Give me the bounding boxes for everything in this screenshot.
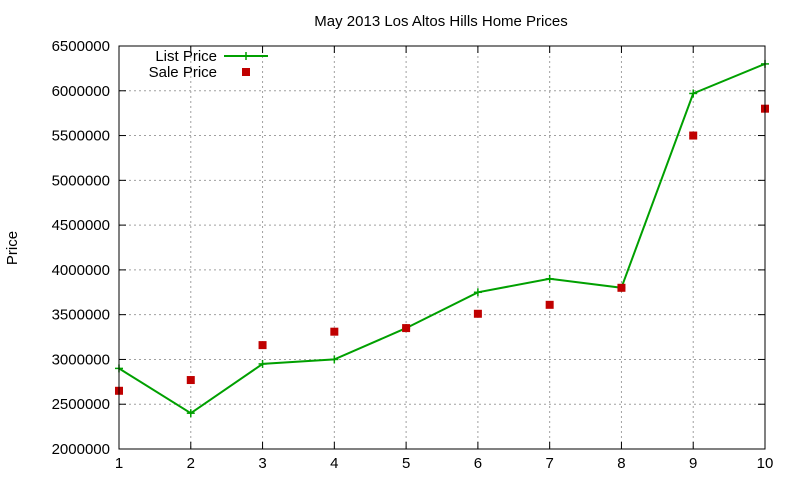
plot-area [115,59,769,418]
y-tick-label: 2500000 [52,396,110,413]
chart-title: May 2013 Los Altos Hills Home Prices [314,13,567,30]
sale-price-point [258,341,267,350]
x-tick-label: 9 [689,455,697,472]
legend-swatch-marker [242,68,250,76]
list-price-point [689,89,698,98]
y-tick-label: 2000000 [52,441,110,458]
y-tick-label: 5000000 [52,172,110,189]
sale-price-point [689,131,698,140]
x-tick-label: 4 [330,455,338,472]
legend-label: Sale Price [149,64,217,81]
y-tick-label: 4000000 [52,262,110,279]
y-tick-label: 3000000 [52,351,110,368]
plot-frame [118,45,766,450]
x-tick-label: 6 [474,455,482,472]
y-tick-label: 4500000 [52,217,110,234]
sale-price-point [545,300,554,309]
sale-price-point [473,309,482,318]
sale-price-point [186,376,195,385]
y-tick-label: 5500000 [52,128,110,145]
x-tick-label: 7 [545,455,553,472]
y-tick-label: 3500000 [52,307,110,324]
list-price-point [258,359,267,368]
y-axis-label: Price [4,231,21,265]
legend-label: List Price [155,48,217,65]
series-line-list-price [118,62,766,415]
x-tick-label: 2 [187,455,195,472]
legend-swatch-marker [242,52,250,60]
x-tick-label: 8 [617,455,625,472]
list-price-point [330,355,339,364]
x-tick-label: 1 [115,455,123,472]
x-tick-label: 3 [258,455,266,472]
sale-price-point [402,324,411,333]
y-tick-label: 6000000 [52,83,110,100]
sale-price-point [330,327,339,336]
y-tick-label: 6500000 [52,38,110,55]
sale-price-point [617,283,626,292]
list-price-point [186,409,195,418]
x-tick-label: 10 [757,455,774,472]
axis-ticks: 1 2 3 4 5 6 7 8 9 10 2000000 2500000 3000000 3500000 4… [52,38,774,472]
grid [119,46,765,449]
x-tick-label: 5 [402,455,410,472]
list-price-point [545,274,554,283]
list-price-point [473,288,482,297]
